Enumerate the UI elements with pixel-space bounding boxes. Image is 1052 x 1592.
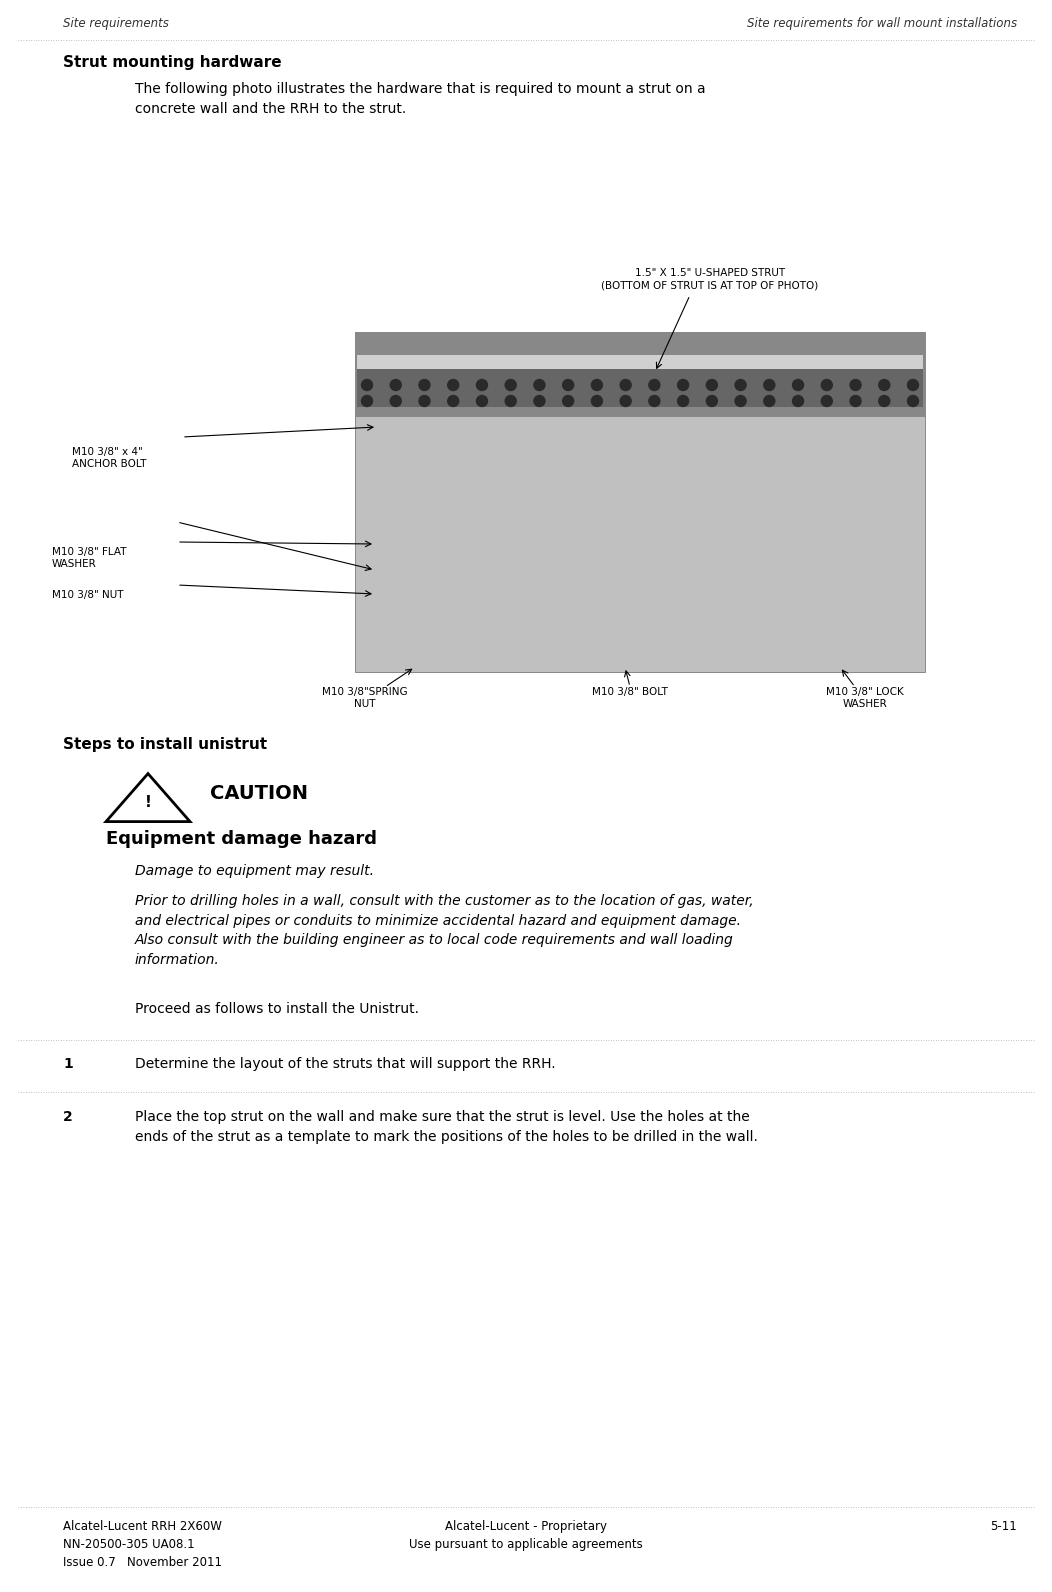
Circle shape — [908, 395, 918, 406]
Text: Proceed as follows to install the Unistrut.: Proceed as follows to install the Unistr… — [135, 1001, 419, 1016]
Circle shape — [822, 379, 832, 390]
Circle shape — [477, 395, 487, 406]
Text: 1.5" X 1.5" U-SHAPED STRUT
(BOTTOM OF STRUT IS AT TOP OF PHOTO): 1.5" X 1.5" U-SHAPED STRUT (BOTTOM OF ST… — [602, 267, 818, 290]
Circle shape — [563, 379, 573, 390]
Text: 2: 2 — [63, 1110, 73, 1124]
Circle shape — [850, 379, 861, 390]
Circle shape — [706, 379, 717, 390]
Text: Determine the layout of the struts that will support the RRH.: Determine the layout of the struts that … — [135, 1057, 555, 1071]
Circle shape — [563, 395, 573, 406]
Circle shape — [878, 395, 890, 406]
Circle shape — [362, 395, 372, 406]
Bar — [357, 369, 923, 408]
Circle shape — [390, 379, 401, 390]
Circle shape — [534, 395, 545, 406]
Circle shape — [735, 395, 746, 406]
Text: Equipment damage hazard: Equipment damage hazard — [106, 829, 377, 849]
Polygon shape — [106, 774, 190, 821]
Circle shape — [419, 395, 430, 406]
Text: Prior to drilling holes in a wall, consult with the customer as to the location : Prior to drilling holes in a wall, consu… — [135, 895, 753, 966]
Text: Site requirements for wall mount installations: Site requirements for wall mount install… — [747, 18, 1017, 30]
Circle shape — [362, 379, 372, 390]
Text: !: ! — [144, 794, 151, 809]
Circle shape — [448, 379, 459, 390]
Text: Issue 0.7   November 2011: Issue 0.7 November 2011 — [63, 1555, 222, 1570]
Circle shape — [649, 379, 660, 390]
Circle shape — [448, 395, 459, 406]
Circle shape — [477, 379, 487, 390]
Bar — [355, 333, 925, 672]
Text: M10 3/8" BOLT: M10 3/8" BOLT — [592, 688, 668, 697]
Bar — [357, 355, 923, 369]
Text: Alcatel-Lucent - Proprietary: Alcatel-Lucent - Proprietary — [445, 1520, 607, 1533]
Circle shape — [649, 395, 660, 406]
Circle shape — [792, 379, 804, 390]
Circle shape — [591, 379, 603, 390]
Circle shape — [764, 395, 775, 406]
Circle shape — [706, 395, 717, 406]
Text: Strut mounting hardware: Strut mounting hardware — [63, 56, 282, 70]
Text: 5-11: 5-11 — [990, 1520, 1017, 1533]
Circle shape — [735, 379, 746, 390]
Circle shape — [505, 395, 517, 406]
Text: The following photo illustrates the hardware that is required to mount a strut o: The following photo illustrates the hard… — [135, 83, 706, 116]
Circle shape — [591, 395, 603, 406]
Text: Use pursuant to applicable agreements: Use pursuant to applicable agreements — [409, 1538, 643, 1551]
Text: NN-20500-305 UA08.1: NN-20500-305 UA08.1 — [63, 1538, 195, 1551]
Circle shape — [878, 379, 890, 390]
Circle shape — [822, 395, 832, 406]
Circle shape — [677, 379, 689, 390]
Circle shape — [620, 379, 631, 390]
Circle shape — [792, 395, 804, 406]
Circle shape — [764, 379, 775, 390]
Text: Place the top strut on the wall and make sure that the strut is level. Use the h: Place the top strut on the wall and make… — [135, 1110, 757, 1143]
Text: M10 3/8"SPRING
NUT: M10 3/8"SPRING NUT — [322, 688, 408, 710]
Circle shape — [908, 379, 918, 390]
Text: M10 3/8" x 4"
ANCHOR BOLT: M10 3/8" x 4" ANCHOR BOLT — [72, 447, 146, 470]
Text: 1: 1 — [63, 1057, 73, 1071]
Text: CAUTION: CAUTION — [210, 783, 308, 802]
Text: M10 3/8" FLAT
WASHER: M10 3/8" FLAT WASHER — [52, 548, 126, 570]
Circle shape — [677, 395, 689, 406]
Circle shape — [534, 379, 545, 390]
Circle shape — [390, 395, 401, 406]
Circle shape — [850, 395, 861, 406]
Circle shape — [620, 395, 631, 406]
Text: M10 3/8" LOCK
WASHER: M10 3/8" LOCK WASHER — [826, 688, 904, 710]
Bar — [355, 333, 925, 417]
Circle shape — [419, 379, 430, 390]
Circle shape — [505, 379, 517, 390]
Text: Site requirements: Site requirements — [63, 18, 169, 30]
Text: Steps to install unistrut: Steps to install unistrut — [63, 737, 267, 751]
Text: M10 3/8" NUT: M10 3/8" NUT — [52, 591, 123, 600]
Text: Damage to equipment may result.: Damage to equipment may result. — [135, 864, 375, 879]
Text: Alcatel-Lucent RRH 2X60W: Alcatel-Lucent RRH 2X60W — [63, 1520, 222, 1533]
